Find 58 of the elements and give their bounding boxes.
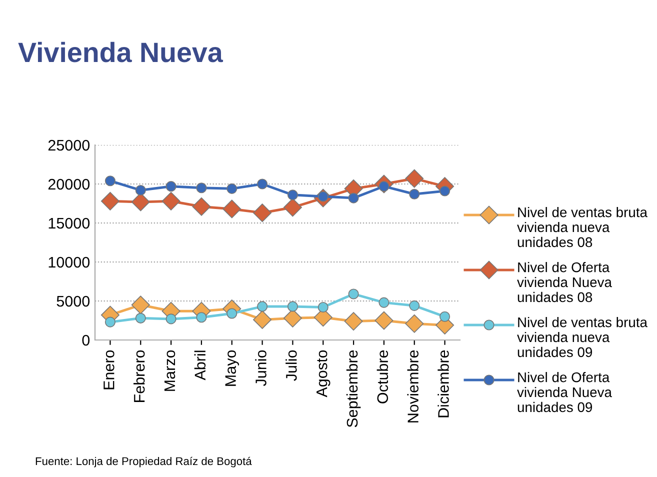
y-tick-label: 5000 [56,296,90,307]
y-tick-label: 0 [82,334,90,346]
point [166,181,176,192]
y-tick-label: 25000 [48,140,90,151]
x-tick-label: Diciembre [438,350,449,418]
legend-label: Nivel de Oferta vivienda Nueva unidades 09 [517,372,612,412]
x-tick-label: Julio [286,350,297,381]
point [344,312,363,331]
point [226,308,238,319]
point [409,300,420,311]
x-tick-label: Enero [104,350,114,390]
point [283,198,302,217]
point [348,288,359,300]
point [100,192,120,210]
point [192,197,211,216]
point [135,312,146,324]
x-tick-label: Junio [255,350,266,386]
y-tick-label: 20000 [48,178,90,190]
point [253,310,272,329]
y-tick-label: 10000 [48,256,90,268]
x-tick-label: Octubre [376,350,388,404]
point [287,190,298,200]
point [405,169,424,188]
point [440,311,450,322]
x-tick-label: Febrero [134,350,145,402]
x-tick-label: Marzo [164,350,176,391]
x-tick-label: Abril [194,350,206,380]
point [348,192,359,204]
point [287,301,298,312]
point [196,182,207,194]
x-tick-label: Septiembre [346,350,361,428]
point [104,176,116,186]
legend-label: Nivel de Oferta vivienda Nueva unidades 08 [517,262,612,302]
point [405,314,424,333]
x-tick-label: Noviembre [407,350,418,422]
point [162,192,180,210]
chart-title: Vivienda Nueva [18,42,224,62]
point [378,297,390,308]
y-tick-label: 15000 [48,218,90,229]
x-tick-label: Agosto [316,350,330,398]
point [226,183,238,194]
legend-label: Nivel de ventas bruta vivienda nueva unidades 08 [517,207,648,248]
point [104,316,116,328]
point [257,178,268,190]
point [440,186,450,196]
point [131,296,150,314]
legend-label: Nivel de ventas bruta vivienda nueva unidades 09 [517,317,648,358]
source-note: Fuente: Lonja de Propiedad Raíz de Bogotá [36,456,252,468]
point [253,204,272,222]
point [135,184,146,196]
point [166,314,176,324]
x-tick-label: Mayo [225,350,239,386]
point [222,200,242,218]
point [318,302,328,313]
point [196,312,207,323]
point [257,301,268,312]
point [409,188,420,200]
point [374,311,394,330]
